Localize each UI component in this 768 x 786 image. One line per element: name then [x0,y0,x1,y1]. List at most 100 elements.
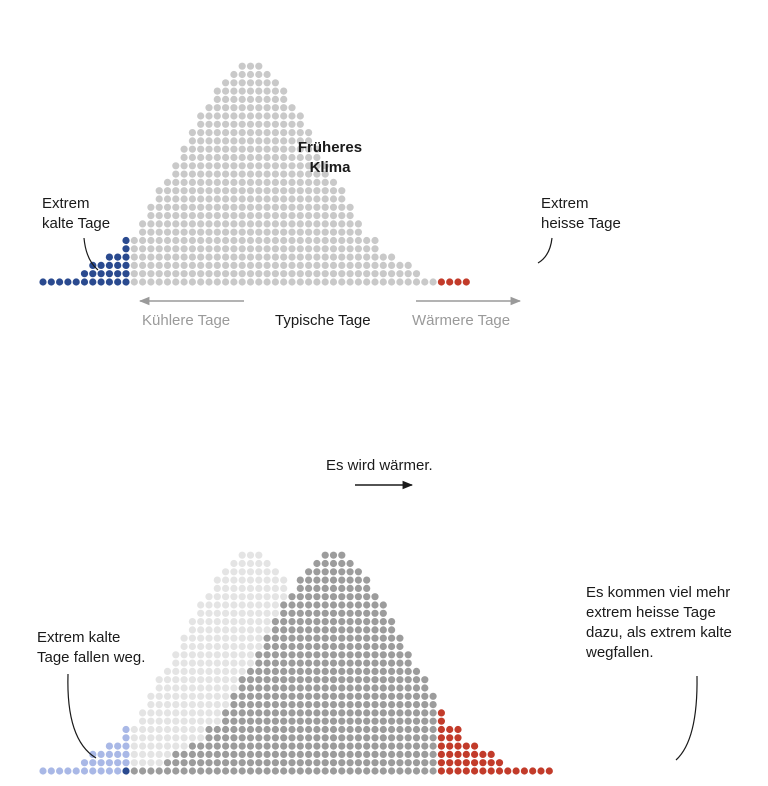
hot-day-dot [454,742,462,750]
overlap-day-dot [305,684,313,692]
day-dot [313,253,321,261]
new-day-dot [421,759,429,767]
day-dot [354,261,362,269]
day-dot [230,178,238,186]
cold-day-dot [80,270,89,278]
day-dot [147,220,155,228]
day-dot [255,228,263,236]
day-dot [139,270,147,278]
overlap-day-dot [238,701,246,709]
day-dot [263,220,271,228]
faded-cold-day-dot [80,767,89,775]
former-day-dot [147,692,155,700]
former-day-dot [155,759,163,767]
day-dot [280,261,288,269]
day-dot [321,170,329,178]
former-day-dot [163,709,172,717]
former-day-dot [230,676,238,684]
day-dot [288,137,296,145]
new-day-dot [321,642,329,651]
day-dot [246,212,255,220]
day-dot [213,145,221,153]
former-day-dot [147,750,155,759]
former-day-dot [180,634,188,642]
day-dot [263,261,271,269]
day-dot [213,203,221,211]
day-dot [222,195,230,203]
day-dot [263,120,271,128]
overlap-day-dot [288,750,296,759]
overlap-day-dot [205,750,213,759]
overlap-day-dot [197,759,205,767]
overlap-day-dot [354,725,362,734]
day-dot [321,228,329,236]
day-dot [222,253,230,261]
day-dot [172,178,180,186]
overlap-day-dot [246,684,255,692]
former-day-dot [155,725,163,734]
overlap-day-dot [313,684,321,692]
former-day-dot [180,717,188,725]
day-dot [230,278,238,286]
overlap-day-dot [296,609,304,617]
day-dot [255,278,263,286]
overlap-day-dot [404,767,412,775]
former-day-dot [180,701,188,709]
new-day-dot [338,659,346,667]
overlap-day-dot [296,676,304,684]
new-day-dot [371,684,379,692]
day-dot [255,104,263,112]
overlap-day-dot [396,759,404,767]
overlap-day-dot [263,667,271,676]
day-dot [363,253,371,261]
hot-day-dot [437,759,445,767]
overlap-day-dot [288,626,296,634]
day-dot [155,236,163,245]
day-dot [238,145,246,153]
day-dot [396,261,404,269]
day-dot [197,261,205,269]
faded-cold-day-dot [114,759,122,767]
day-dot [139,261,147,269]
former-day-dot [172,717,180,725]
day-dot [197,187,205,195]
hot-day-dot [437,717,445,725]
overlap-day-dot [329,734,338,742]
hot-day-dot [446,759,454,767]
overlap-day-dot [379,767,387,775]
overlap-day-dot [296,684,304,692]
faded-cold-day-dot [105,767,113,775]
new-day-dot [305,609,313,617]
overlap-day-dot [329,717,338,725]
overlap-day-dot [130,767,138,775]
hot-day-dot [512,767,520,775]
overlap-day-dot [288,634,296,642]
day-dot [180,153,188,162]
day-dot [263,203,271,211]
day-dot [255,220,263,228]
overlap-day-dot [280,684,288,692]
former-day-dot [188,651,196,659]
day-dot [213,236,221,245]
new-day-dot [421,692,429,700]
overlap-day-dot [404,750,412,759]
former-day-dot [238,601,246,609]
day-dot [263,162,271,170]
overlap-day-dot [338,759,346,767]
day-dot [271,170,279,178]
day-dot [305,145,313,153]
new-day-dot [396,651,404,659]
day-dot [321,270,329,278]
day-dot [313,245,321,253]
day-dot [280,112,288,120]
faded-cold-day-dot [97,759,105,767]
overlap-day-dot [222,734,230,742]
day-dot [296,153,304,162]
overlap-day-dot [263,759,271,767]
day-dot [313,195,321,203]
new-day-dot [338,559,346,568]
day-dot [163,178,172,186]
hot-day-dot [437,750,445,759]
overlap-day-dot [238,692,246,700]
day-dot [205,261,213,269]
